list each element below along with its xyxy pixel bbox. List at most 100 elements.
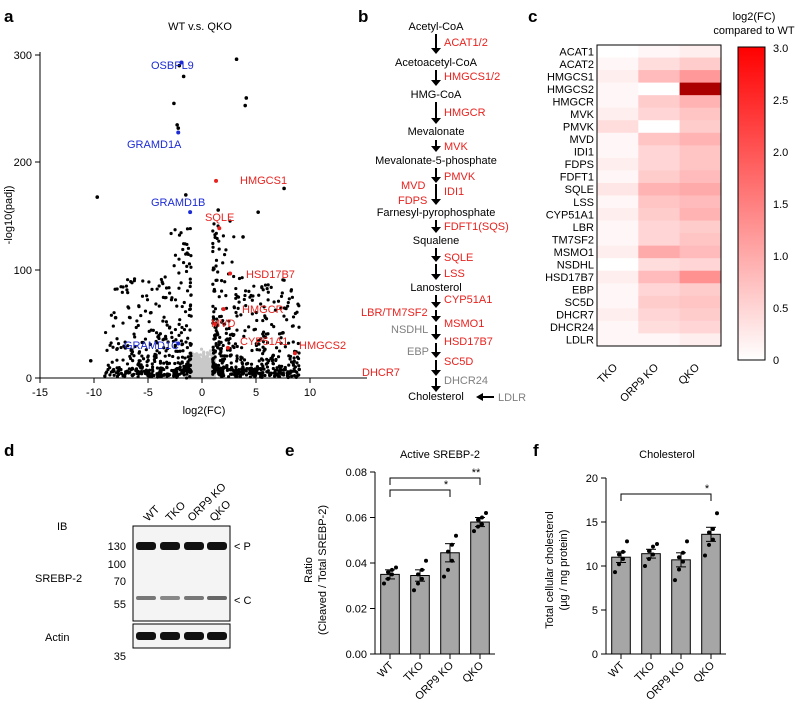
volcano-point-up — [221, 307, 226, 312]
volcano-point — [146, 354, 150, 358]
volcano-point — [236, 306, 240, 310]
y-tick-label: 20 — [586, 473, 598, 485]
heatmap-row-label: FDPS — [565, 159, 594, 171]
volcano-point-up — [217, 226, 222, 231]
data-point — [390, 567, 394, 572]
heatmap-cell — [679, 45, 722, 59]
y-tick-label: 10 — [586, 561, 598, 573]
volcano-point — [156, 335, 160, 339]
y-tick-label: 0 — [26, 373, 32, 385]
volcano-point — [254, 373, 258, 378]
volcano-point — [171, 354, 175, 359]
y-tick-label: 0.08 — [346, 467, 367, 479]
volcano-point — [105, 348, 109, 352]
significance-label: * — [444, 479, 449, 491]
volcano-point — [215, 236, 219, 241]
volcano-point — [171, 339, 176, 343]
volcano-point — [273, 369, 277, 373]
volcano-point-ns — [201, 357, 205, 361]
volcano-point — [125, 288, 129, 292]
volcano-point — [256, 366, 261, 371]
heatmap-cell — [679, 145, 722, 159]
data-point — [446, 549, 450, 554]
heatmap-cell — [679, 270, 722, 284]
enzyme: FDFT1(SQS) — [444, 221, 509, 233]
enzyme: HSD17B7 — [444, 336, 493, 348]
volcano-point — [256, 210, 260, 214]
pathway-arrow-head — [431, 146, 441, 152]
panel-label-d: d — [4, 441, 14, 460]
data-point — [450, 558, 454, 563]
volcano-point — [188, 307, 192, 312]
y-tick-label: 15 — [586, 517, 598, 529]
chart-e-ylabel: Ratio — [303, 557, 315, 583]
heatmap-cell — [679, 70, 722, 84]
volcano-point — [279, 341, 283, 345]
volcano-point — [295, 374, 300, 378]
volcano-point — [162, 372, 167, 377]
heatmap-cell — [597, 283, 639, 297]
x-tick-label: QKO — [460, 659, 486, 685]
volcano-point — [250, 312, 254, 316]
heatmap-cell — [597, 145, 639, 159]
volcano-point — [173, 361, 177, 366]
data-point — [416, 581, 420, 586]
volcano-point — [214, 343, 218, 348]
label-hmgcr: HMGCR — [242, 304, 284, 316]
heatmap-row-label: ACAT1 — [559, 46, 594, 58]
bar — [410, 575, 430, 655]
volcano-point — [177, 286, 181, 290]
y-tick-label: 5 — [592, 605, 598, 617]
volcano-point — [188, 341, 192, 346]
volcano-point — [213, 289, 217, 293]
volcano-point — [250, 298, 254, 302]
volcano-point-ns — [204, 367, 208, 371]
volcano-point — [235, 354, 239, 358]
volcano-point — [217, 247, 221, 251]
volcano-point — [251, 371, 255, 375]
volcano-point — [188, 351, 192, 355]
volcano-point — [158, 361, 163, 365]
volcano-point-ns — [202, 350, 206, 354]
data-point — [703, 553, 707, 558]
volcano-point — [115, 358, 119, 362]
volcano-point — [177, 372, 182, 376]
volcano-point — [216, 332, 220, 337]
volcano-point — [279, 306, 283, 310]
heatmap-cell — [597, 95, 639, 109]
volcano-point — [256, 339, 261, 343]
volcano-point — [103, 374, 107, 378]
x-tick-label: QKO — [691, 659, 717, 685]
volcano-point — [224, 248, 228, 252]
heatmap-row-label: FDFT1 — [560, 172, 594, 184]
volcano-point — [110, 360, 114, 364]
heatmap-row-labels: ACAT1ACAT2HMGCS1HMGCS2HMGCRMVKPMVKMVDIDI… — [545, 46, 595, 346]
volcano-point — [148, 342, 153, 347]
volcano-point — [272, 325, 276, 329]
heatmap-cell — [638, 82, 681, 96]
volcano-point — [247, 325, 251, 329]
volcano-point — [235, 328, 239, 332]
heatmap-col-labels: TKO ORP9 KO QKO — [596, 361, 703, 404]
volcano-point-ns — [205, 357, 210, 361]
volcano-point — [147, 320, 151, 324]
heatmap-row-label: ACAT2 — [559, 59, 594, 71]
significance-bracket — [389, 489, 451, 497]
volcano-point — [263, 373, 267, 378]
volcano-point — [167, 353, 171, 357]
marker: 55 — [114, 599, 126, 611]
volcano-point — [163, 334, 168, 338]
volcano-point — [296, 341, 300, 346]
volcano-point — [111, 345, 115, 349]
volcano-point — [145, 294, 149, 298]
volcano-point — [259, 302, 263, 306]
volcano-point — [257, 348, 262, 352]
volcano-point — [266, 290, 270, 294]
heatmap-row-label: MVD — [570, 134, 595, 146]
volcano-point — [181, 370, 186, 374]
volcano-point — [185, 372, 189, 376]
volcano-point — [167, 361, 172, 365]
volcano-point — [220, 354, 225, 358]
y-tick-label: 0.00 — [346, 649, 367, 661]
volcano-point — [174, 369, 178, 373]
